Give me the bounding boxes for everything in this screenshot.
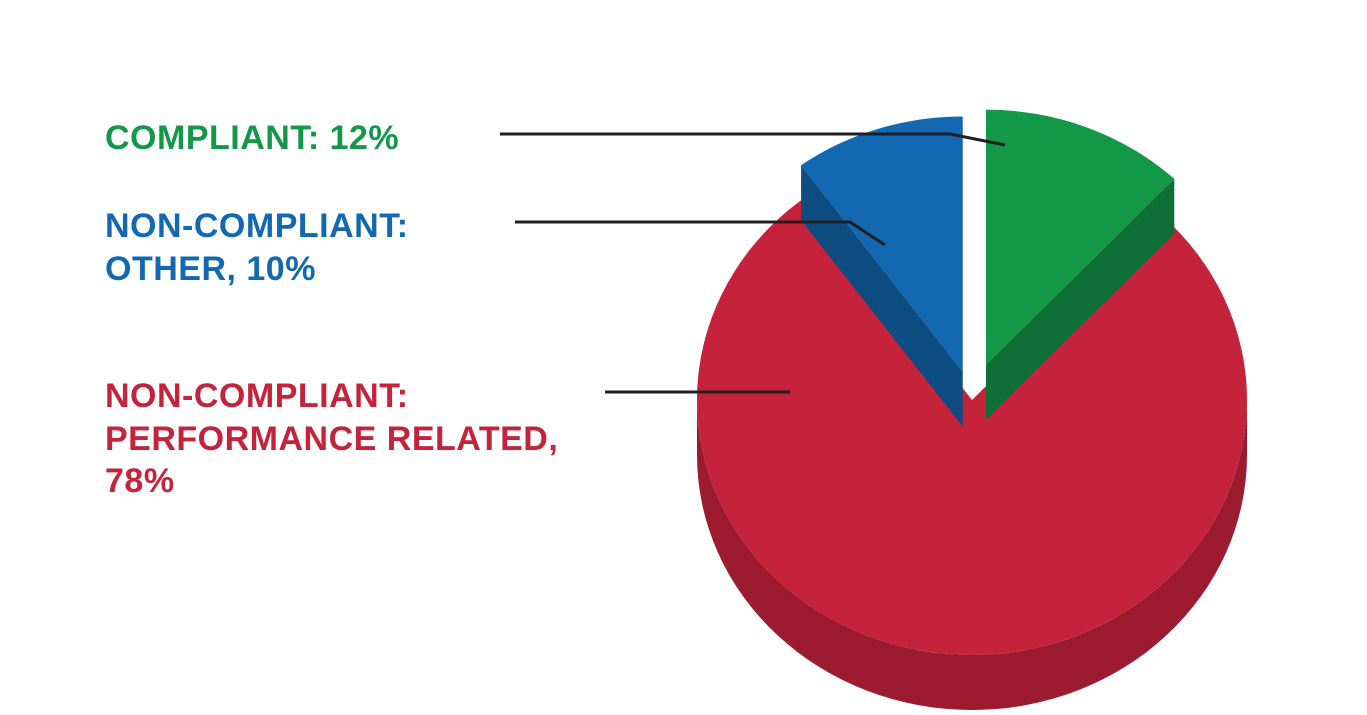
label-perf-line2: PERFORMANCE RELATED, <box>105 420 558 458</box>
label-compliant-line1: COMPLIANT: 12% <box>105 119 399 157</box>
label-other-line2: OTHER, 10% <box>105 250 316 288</box>
label-perf-line3: 78% <box>105 462 175 500</box>
pie-chart: COMPLIANT: 12% NON-COMPLIANT: OTHER, 10%… <box>0 0 1367 715</box>
label-noncompliant-other: NON-COMPLIANT: OTHER, 10% <box>105 205 409 290</box>
label-other-line1: NON-COMPLIANT: <box>105 207 409 245</box>
label-compliant: COMPLIANT: 12% <box>105 117 399 160</box>
pie-svg <box>0 0 1367 715</box>
label-noncompliant-performance: NON-COMPLIANT: PERFORMANCE RELATED, 78% <box>105 375 558 503</box>
label-perf-line1: NON-COMPLIANT: <box>105 377 409 415</box>
